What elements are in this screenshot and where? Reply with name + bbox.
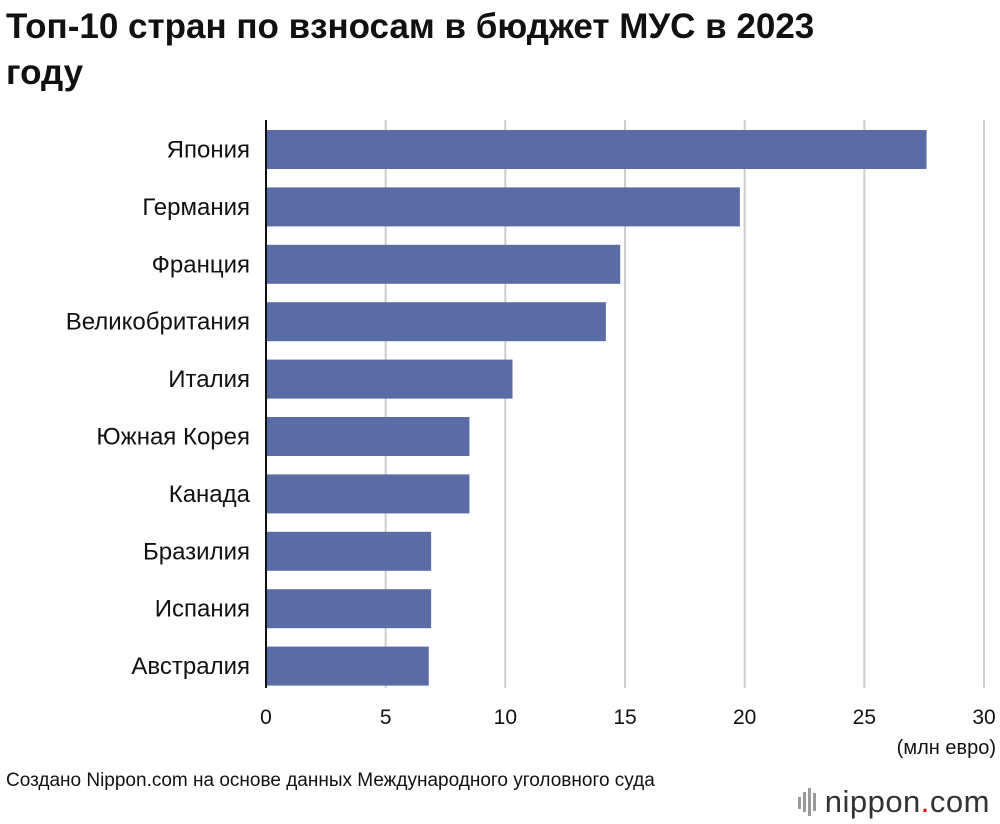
category-label: Франция — [152, 251, 250, 278]
category-label: Бразилия — [143, 538, 250, 565]
category-label: Германия — [142, 194, 250, 221]
bar — [266, 130, 927, 169]
nippon-flower-icon — [797, 788, 816, 816]
x-tick-label: 30 — [972, 706, 995, 729]
source-note: Создано Nippon.com на основе данных Межд… — [6, 770, 655, 791]
bar — [266, 244, 621, 284]
x-tick-label: 5 — [380, 706, 392, 729]
category-label: Испания — [155, 596, 250, 623]
bar — [266, 531, 432, 571]
logo-text: nippon.com — [825, 784, 990, 820]
x-tick-label: 10 — [494, 706, 517, 729]
category-label: Япония — [167, 137, 250, 164]
category-label: Австралия — [131, 653, 250, 680]
bar — [266, 417, 470, 456]
x-tick-label: 25 — [853, 706, 876, 729]
category-label: Италия — [168, 366, 250, 393]
logo-suffix: com — [929, 784, 990, 819]
logo-dot: . — [920, 784, 930, 819]
category-label: Великобритания — [66, 309, 250, 336]
x-tick-labels: 0 5 10 15 20 25 30 — [260, 706, 996, 729]
x-axis-label: (млн евро) — [897, 737, 996, 759]
x-tick-label: 20 — [733, 706, 756, 729]
bar — [266, 359, 513, 399]
bar — [266, 474, 470, 514]
nippon-logo: nippon.com — [797, 784, 990, 820]
bar — [266, 646, 429, 686]
logo-name: nippon — [824, 784, 921, 819]
x-tick-label: 0 — [260, 706, 272, 729]
bar — [266, 302, 606, 342]
bar — [266, 187, 740, 227]
category-labels: Япония Германия Франция Великобритания Итали… — [66, 137, 251, 681]
bar — [266, 589, 432, 629]
chart-title: Топ-10 стран по взносам в бюджет МУС в 2… — [6, 7, 815, 92]
category-label: Канада — [169, 481, 251, 508]
category-label: Южная Корея — [96, 424, 250, 451]
x-tick-label: 15 — [613, 706, 636, 729]
bars — [266, 130, 927, 686]
bar-chart: Япония Германия Франция Великобритания Итали… — [66, 120, 996, 759]
